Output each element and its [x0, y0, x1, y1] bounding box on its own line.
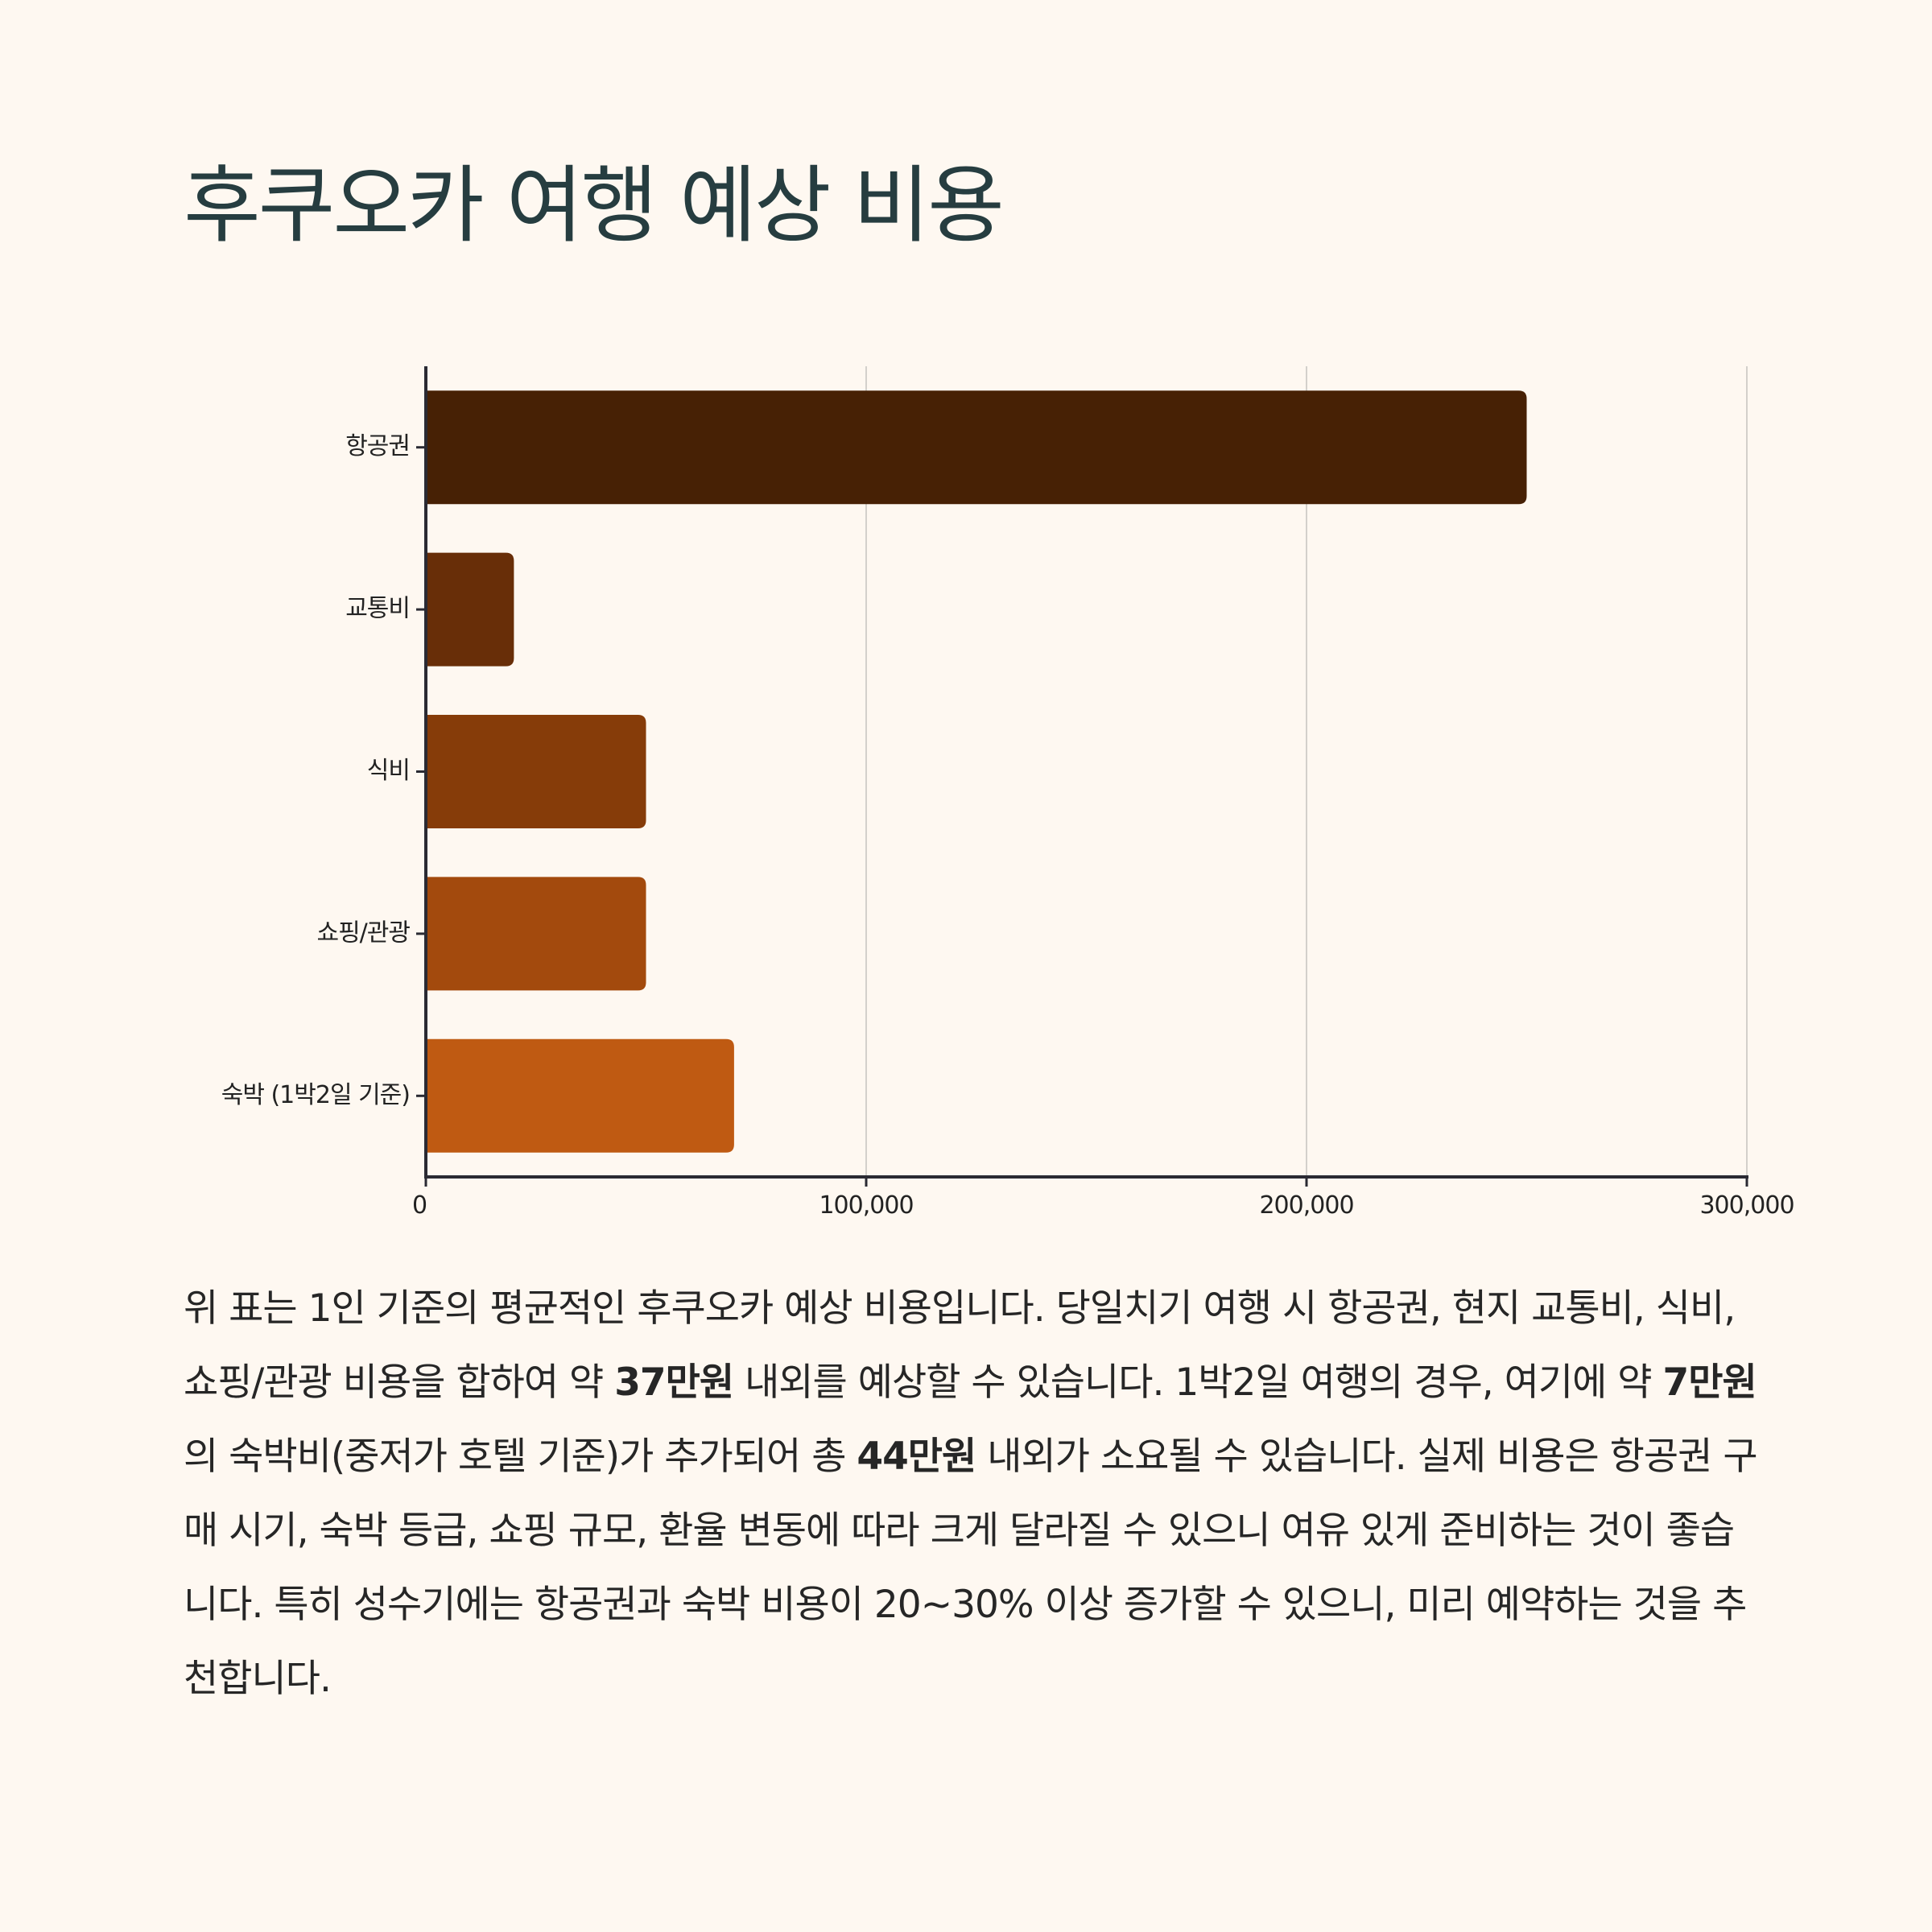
bar-2 [426, 715, 646, 828]
y-tick-label-0: 항공권 [345, 432, 410, 460]
description-text-2: 내외를 예상할 수 있습니다. 1박2일 여행의 경우, 여기에 약 [733, 1360, 1663, 1405]
x-tick-label-3: 300,000 [1699, 1191, 1794, 1220]
description-text-3: 의 숙박비(중저가 호텔 기준)가 추가되어 총 [184, 1435, 857, 1479]
description-highlight-lodging-cost: 7만원 [1662, 1360, 1757, 1405]
description-highlight-day-trip-total: 37만원 [614, 1360, 734, 1405]
description-highlight-overnight-total: 44만원 [857, 1435, 976, 1479]
description-text-1: 위 표는 1인 기준의 평균적인 후쿠오카 예상 비용입니다. 당일치기 여행 … [184, 1286, 1736, 1405]
bars [426, 390, 1527, 1153]
bar-0 [426, 390, 1527, 505]
bar-3 [426, 877, 646, 991]
description-paragraph: 위 표는 1인 기준의 평균적인 후쿠오카 예상 비용입니다. 당일치기 여행 … [184, 1272, 1761, 1716]
bar-4 [426, 1038, 734, 1153]
x-tick-label-1: 100,000 [819, 1191, 913, 1220]
page-title: 후쿠오카 여행 예상 비용 [184, 156, 1005, 254]
x-tick-label-2: 200,000 [1259, 1191, 1353, 1220]
description-text-4: 내외가 소요될 수 있습니다. 실제 비용은 항공권 구매 시기, 숙박 등급,… [184, 1435, 1758, 1701]
y-tick-label-2: 식비 [367, 757, 410, 785]
axes [416, 366, 1748, 1187]
y-tick-label-1: 교통비 [345, 595, 410, 623]
bar-1 [426, 552, 514, 667]
y-tick-label-4: 숙박 (1박2일 기준) [221, 1081, 410, 1109]
y-tick-label-3: 쇼핑/관광 [316, 919, 410, 947]
x-tick-label-0: 0 [412, 1191, 427, 1220]
